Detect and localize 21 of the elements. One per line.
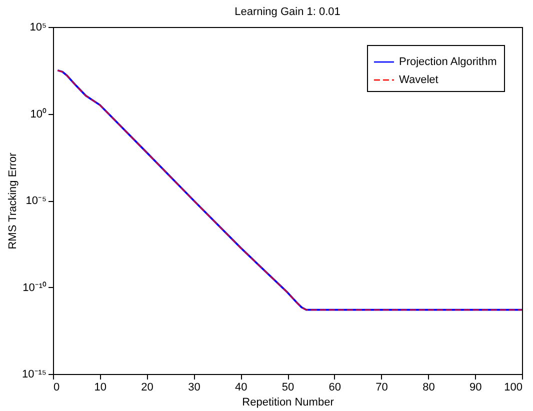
x-tick-label: 70 (376, 382, 388, 394)
y-tick-label: 10⁵ (30, 22, 46, 34)
x-tick-label: 60 (328, 382, 342, 394)
x-axis-title: Repetition Number (242, 396, 334, 408)
x-tick-label: 50 (282, 382, 294, 394)
y-axis-title: RMS Tracking Error (7, 152, 20, 250)
x-tick-label: 0 (54, 382, 60, 394)
x-tick-label: 90 (469, 382, 482, 394)
legend-label: Wavelet (399, 74, 438, 86)
y-tick-label: 10⁻⁵ (26, 195, 46, 207)
x-tick-label: 100 (504, 382, 522, 394)
y-tick-label: 10⁻¹⁰ (22, 280, 46, 294)
x-tick-label: 30 (188, 382, 200, 394)
x-tick-label: 40 (234, 382, 248, 394)
legend-label: Projection Algorithm (399, 56, 497, 68)
x-tick-label: 20 (141, 382, 154, 394)
y-tick-label: 10⁻¹⁵ (22, 368, 46, 380)
y-tick-label: 10⁰ (30, 107, 46, 120)
chart-title: Learning Gain 1: 0.01 (234, 6, 340, 18)
x-tick-label: 10 (94, 382, 107, 394)
x-tick-label: 80 (422, 382, 435, 394)
